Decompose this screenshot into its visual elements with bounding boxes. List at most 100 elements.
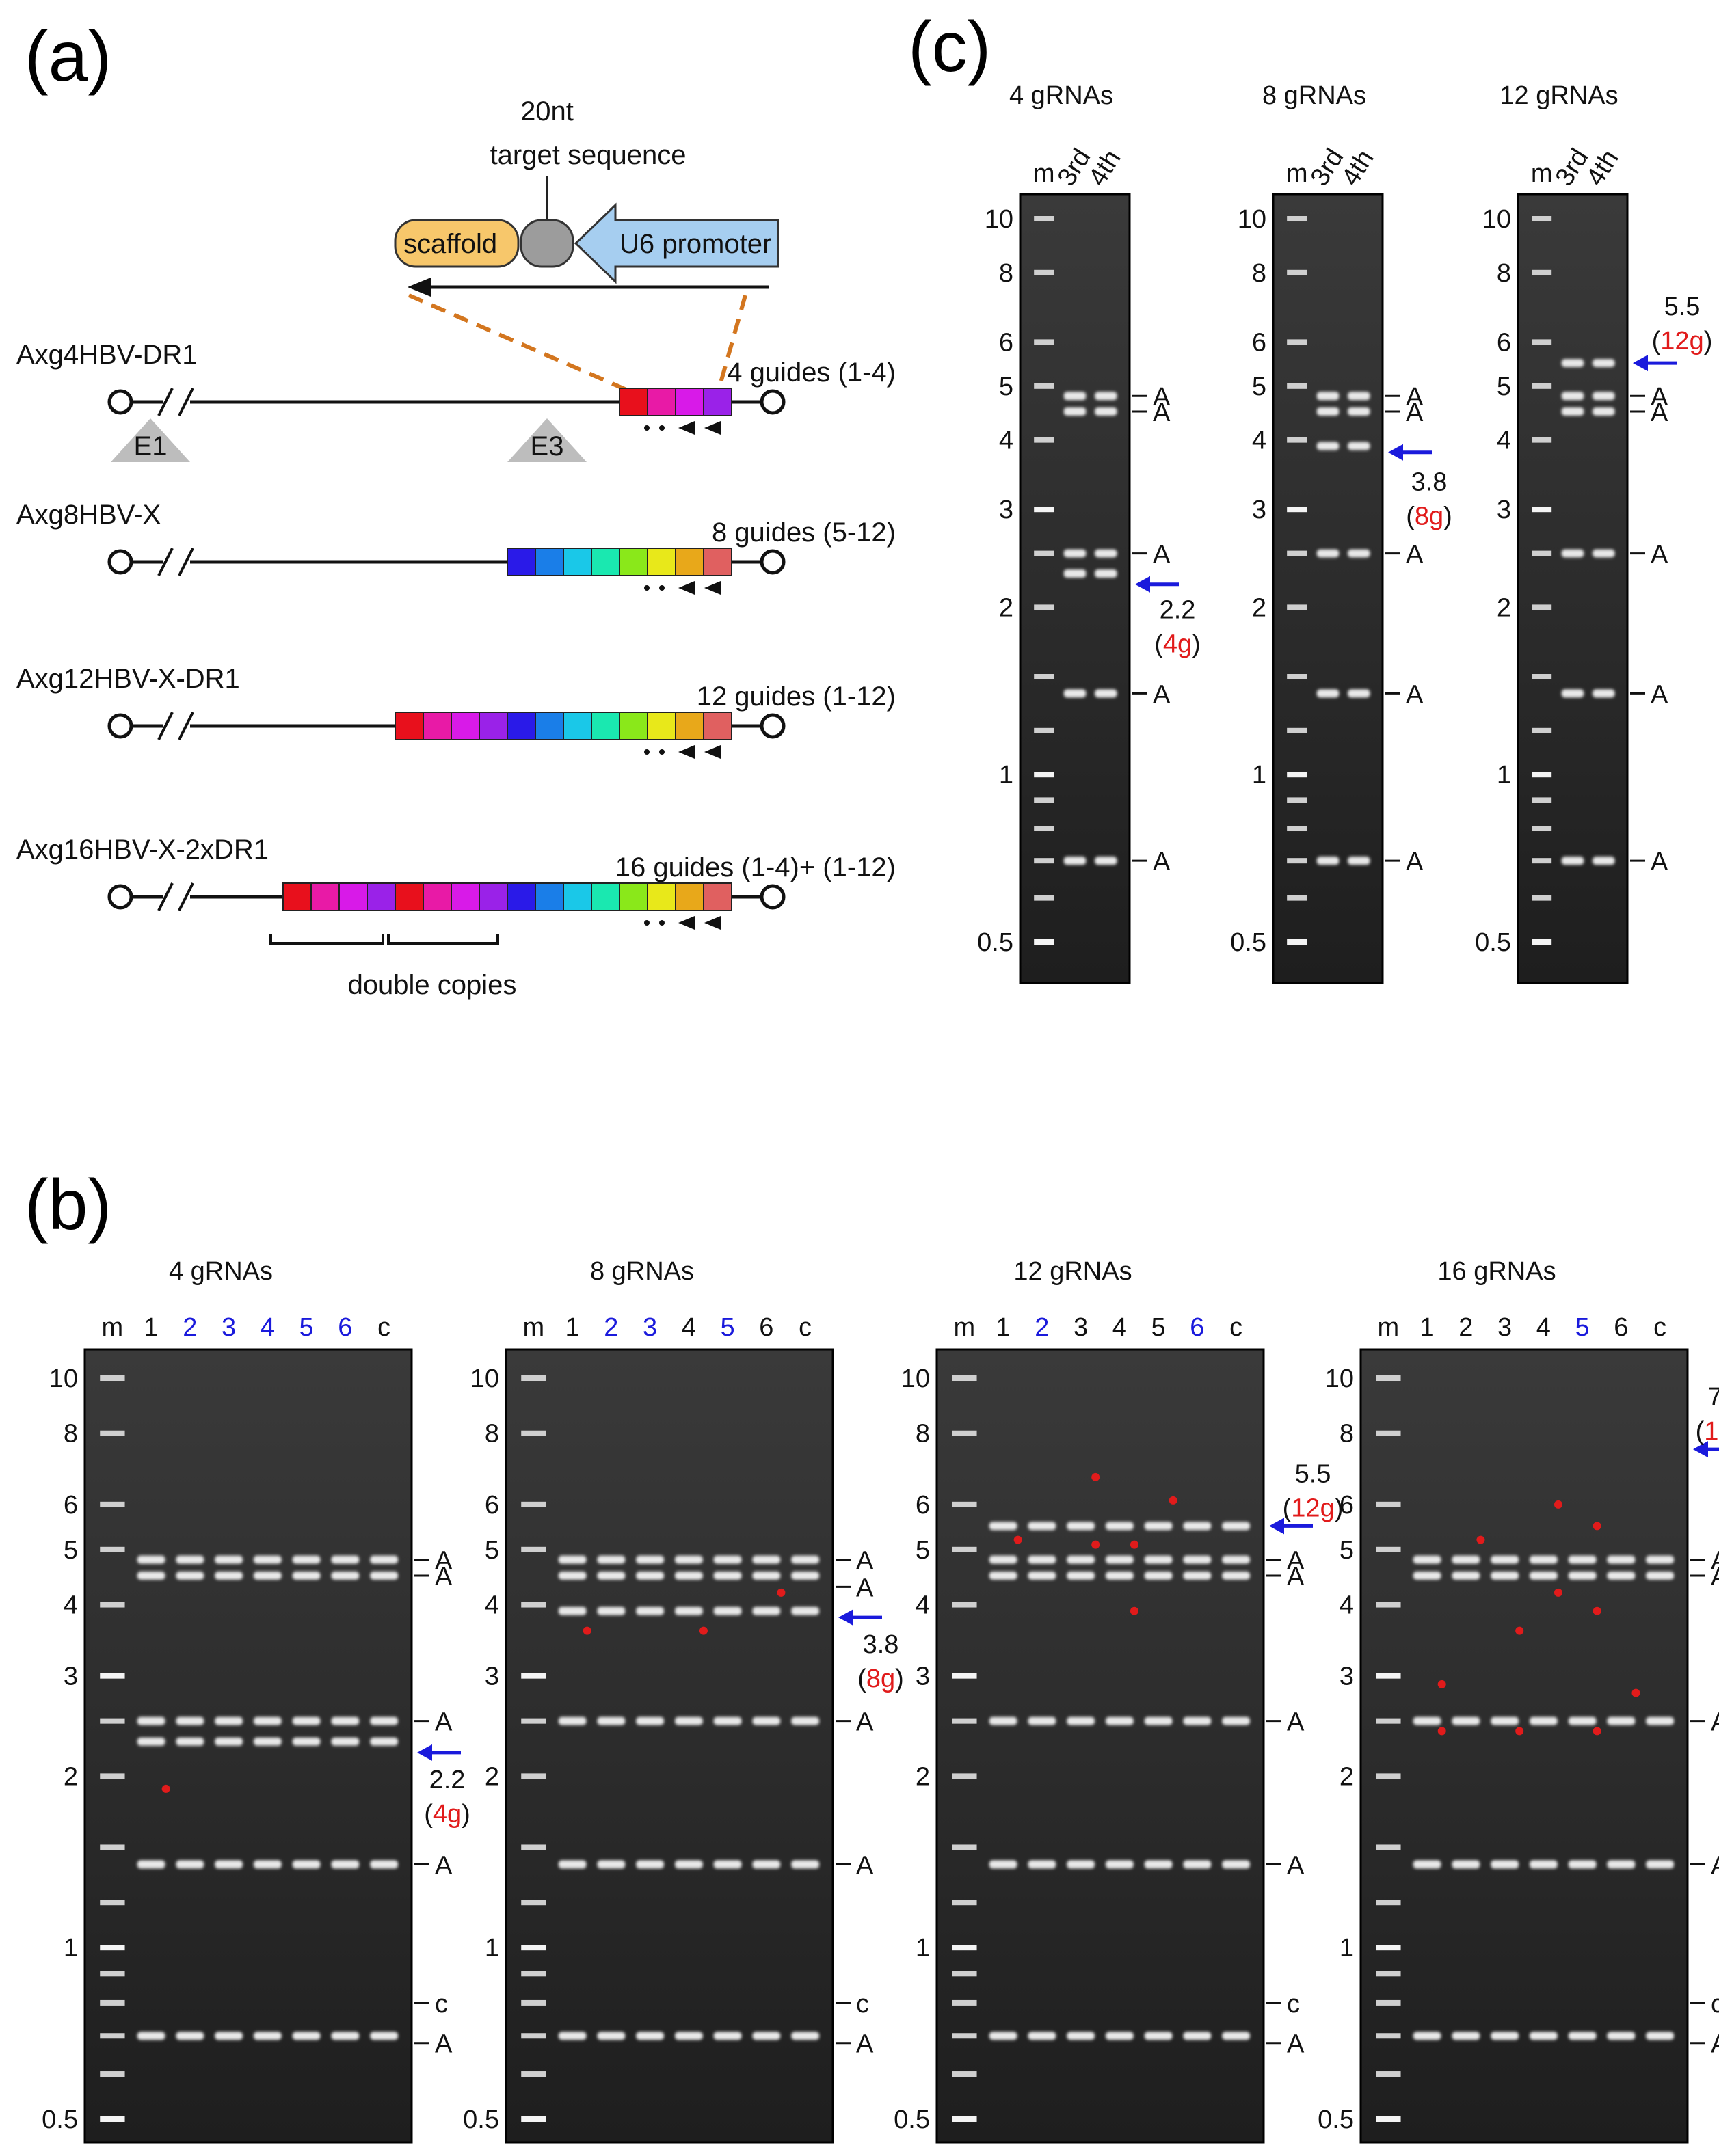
band-label: A <box>1153 399 1171 427</box>
ladder-band <box>1532 604 1552 610</box>
fragment-size-value: 2.2 <box>429 1766 466 1794</box>
guide-box <box>619 882 648 911</box>
construct-name: Axg8HBV-X <box>16 500 161 530</box>
size-marker-label: 5 <box>1497 373 1511 401</box>
size-marker-label: 10 <box>985 205 1013 234</box>
guide-count-label: 4 guides (1-4) <box>727 358 896 388</box>
band-label: A <box>1153 680 1171 709</box>
size-marker-label: 2 <box>916 1762 930 1791</box>
ladder-band <box>1034 437 1054 443</box>
guide-box <box>451 712 480 740</box>
guide-box <box>395 882 424 911</box>
lane-label: 2 <box>1035 1313 1049 1342</box>
ladder-band <box>1376 1773 1401 1779</box>
ladder-band <box>521 1945 546 1951</box>
dna-band <box>713 1716 742 1725</box>
dna-band <box>1028 1555 1056 1564</box>
size-marker-label: 1 <box>916 1934 930 1963</box>
dna-band <box>1183 1571 1212 1580</box>
dna-band <box>1348 442 1370 450</box>
transcript-arrowhead <box>408 278 431 297</box>
dna-band <box>292 1716 321 1725</box>
size-marker-label: 4 <box>1340 1591 1354 1620</box>
dna-band <box>1491 2032 1519 2040</box>
size-marker-label: 0.5 <box>977 928 1013 957</box>
dna-band <box>674 2032 703 2040</box>
primer-triangle <box>678 421 695 435</box>
ladder-band <box>952 1501 977 1507</box>
ladder-band <box>521 1430 546 1436</box>
u6-promoter-arrow <box>574 202 779 284</box>
band-label: A <box>435 2030 453 2059</box>
dna-band <box>1183 1522 1212 1531</box>
ladder-band <box>521 1602 546 1608</box>
target-label-line1: 20nt <box>520 96 574 126</box>
dna-band <box>636 2032 665 2040</box>
dna-band <box>1144 1555 1173 1564</box>
ladder-band <box>1287 216 1307 221</box>
red-asterisk <box>583 1626 591 1635</box>
ladder-band <box>1287 507 1307 513</box>
dna-band <box>1529 1716 1558 1725</box>
dna-band <box>1316 857 1340 865</box>
dna-band <box>1452 1555 1480 1564</box>
ladder-band <box>100 2116 125 2122</box>
dna-band <box>1144 1571 1173 1580</box>
dna-band <box>1028 2032 1056 2040</box>
ladder-band <box>1287 727 1307 733</box>
gel-image <box>1517 193 1629 984</box>
size-marker-label: 1 <box>999 761 1013 790</box>
lane-label: c <box>799 1313 812 1342</box>
red-asterisk <box>1554 1588 1562 1597</box>
guide-box <box>507 712 536 740</box>
dna-band <box>1646 1571 1675 1580</box>
ladder-band <box>1287 437 1307 443</box>
ladder-band <box>521 2116 546 2122</box>
dna-band <box>1063 392 1087 401</box>
lane-label: 6 <box>759 1313 773 1342</box>
guide-box <box>703 548 732 576</box>
dna-band <box>1529 1555 1558 1564</box>
ladder-band <box>521 1718 546 1724</box>
band-label: A <box>1287 1851 1305 1880</box>
guide-box <box>563 712 592 740</box>
dna-band <box>713 1571 742 1580</box>
lane-label: 4th <box>1581 145 1625 191</box>
ladder-band <box>100 1999 125 2006</box>
dna-band <box>215 1571 243 1580</box>
ladder-band <box>1532 797 1552 803</box>
dna-band <box>1529 1571 1558 1580</box>
dna-band <box>331 1860 360 1869</box>
ladder-band <box>521 2071 546 2077</box>
ladder-band <box>1034 339 1054 345</box>
dna-band <box>1561 857 1584 865</box>
dna-band <box>1593 392 1615 401</box>
dna-band <box>597 1606 626 1615</box>
band-label: A <box>1651 541 1668 569</box>
size-marker-label: 4 <box>1252 427 1266 455</box>
lane-label: 5 <box>1151 1313 1166 1342</box>
band-label: A <box>1406 680 1424 709</box>
dna-band <box>1316 549 1340 558</box>
panel-c-label: (c) <box>908 8 991 87</box>
ladder-band <box>952 1430 977 1436</box>
dna-band <box>176 1571 204 1580</box>
itr-right-circle <box>760 884 786 910</box>
dna-band <box>370 1555 399 1564</box>
blue-arrow-icon <box>1693 1441 1708 1458</box>
ladder-band <box>1034 507 1054 513</box>
ladder-band <box>1532 826 1552 832</box>
gel-image <box>1019 193 1131 984</box>
guide-box <box>619 712 648 740</box>
dna-band <box>1222 1522 1251 1531</box>
dna-band <box>1105 1555 1134 1564</box>
exon-label: E1 <box>134 431 168 461</box>
red-asterisk <box>161 1784 170 1793</box>
guide-box <box>535 548 564 576</box>
lane-label: 4th <box>1336 145 1380 191</box>
dna-band <box>713 1860 742 1869</box>
lane-label: m <box>1531 159 1553 188</box>
dna-band <box>1607 1860 1636 1869</box>
ladder-band <box>1034 727 1054 733</box>
dna-band <box>989 2032 1017 2040</box>
